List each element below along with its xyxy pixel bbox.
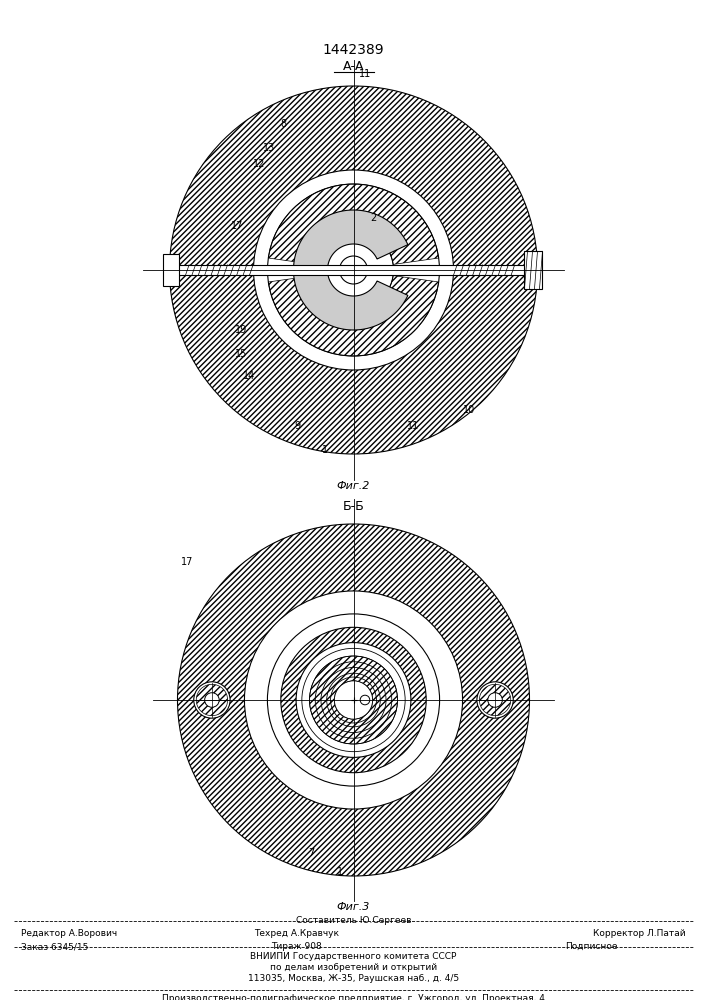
Circle shape	[488, 693, 503, 707]
FancyBboxPatch shape	[523, 251, 542, 289]
Text: Техред А.Кравчук: Техред А.Кравчук	[255, 929, 339, 938]
Text: 2: 2	[370, 213, 377, 223]
Circle shape	[245, 591, 462, 809]
Text: 19: 19	[235, 325, 247, 335]
FancyBboxPatch shape	[163, 254, 180, 286]
FancyBboxPatch shape	[177, 265, 530, 275]
Text: ВНИИПИ Государственного комитета СССР: ВНИИПИ Государственного комитета СССР	[250, 952, 457, 961]
Text: Производственно-полиграфическое предприятие, г. Ужгород, ул. Проектная, 4: Производственно-полиграфическое предприя…	[162, 994, 545, 1000]
Text: 9: 9	[294, 421, 300, 431]
Text: Составитель Ю.Сергеев: Составитель Ю.Сергеев	[296, 916, 411, 925]
Circle shape	[296, 643, 411, 757]
Text: 10: 10	[463, 405, 476, 415]
Circle shape	[254, 170, 453, 370]
Text: Фиг.3: Фиг.3	[337, 902, 370, 912]
Circle shape	[360, 695, 370, 705]
Text: 8: 8	[281, 119, 286, 129]
Text: 13: 13	[264, 143, 276, 153]
Circle shape	[170, 86, 537, 454]
Text: 15: 15	[235, 349, 247, 359]
Text: Заказ 6345/15: Заказ 6345/15	[21, 942, 88, 951]
Text: 11: 11	[359, 69, 372, 79]
Text: Фиг.2: Фиг.2	[337, 481, 370, 491]
Circle shape	[477, 682, 513, 718]
Polygon shape	[293, 210, 408, 330]
Text: Корректор Л.Патай: Корректор Л.Патай	[593, 929, 686, 938]
Text: 12: 12	[253, 159, 266, 169]
Text: 1442389: 1442389	[322, 43, 385, 57]
Text: 7: 7	[308, 848, 315, 858]
Text: Редактор А.Ворович: Редактор А.Ворович	[21, 929, 117, 938]
Text: Б-Б: Б-Б	[343, 499, 364, 512]
Circle shape	[334, 681, 373, 719]
Circle shape	[281, 627, 426, 773]
Text: А-А: А-А	[343, 60, 364, 73]
Text: по делам изобретений и открытий: по делам изобретений и открытий	[270, 963, 437, 972]
Circle shape	[194, 682, 230, 718]
Text: 1: 1	[322, 445, 329, 455]
Polygon shape	[269, 184, 438, 264]
Circle shape	[177, 524, 530, 876]
Polygon shape	[269, 276, 438, 356]
Text: 113035, Москва, Ж-35, Раушская наб., д. 4/5: 113035, Москва, Ж-35, Раушская наб., д. …	[248, 974, 459, 983]
Text: Тираж 908: Тираж 908	[271, 942, 322, 951]
Circle shape	[349, 266, 358, 274]
Text: 11: 11	[407, 421, 420, 431]
Circle shape	[204, 693, 219, 707]
Text: Подписное: Подписное	[566, 942, 618, 951]
Circle shape	[339, 256, 368, 284]
Text: 14: 14	[243, 371, 256, 381]
Text: 17: 17	[181, 557, 193, 567]
Text: 1: 1	[337, 867, 343, 877]
Text: 17: 17	[231, 221, 244, 231]
